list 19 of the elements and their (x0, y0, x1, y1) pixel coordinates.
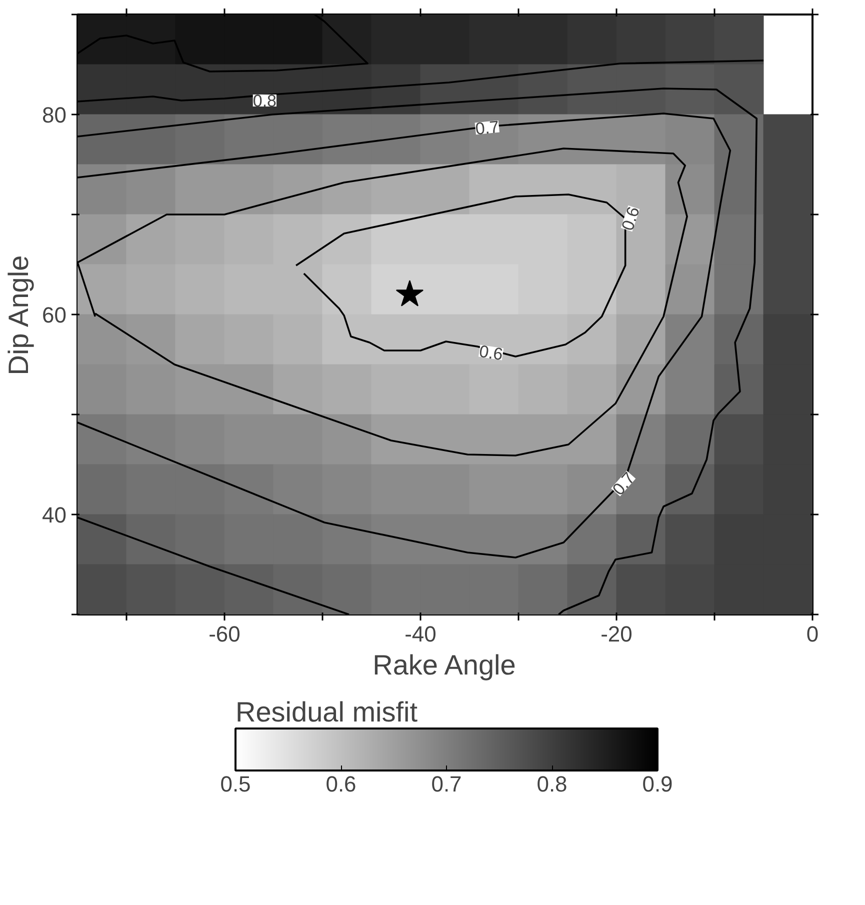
annotation: 0.6 (618, 204, 644, 233)
y-axis-title: Dip Angle (3, 255, 34, 376)
x-axis-title: Rake Angle (372, 650, 516, 680)
color-bar-label: 0.7 (431, 772, 462, 796)
annotation: 0.7 (608, 468, 639, 499)
color-bar-label: 0.6 (326, 772, 356, 796)
y-tick-label: 60 (42, 302, 67, 328)
color-bar-title: Residual misfit (236, 696, 418, 728)
color-bar-label: 0.8 (536, 772, 568, 796)
annotation: 0.6 (478, 342, 504, 364)
color-bar-label: 0.5 (220, 772, 251, 796)
x-tick-label: -40 (404, 622, 436, 646)
color-bar-label: 0.9 (642, 772, 673, 796)
y-tick-label: 40 (42, 502, 67, 528)
annotation: 0.8 (252, 92, 277, 110)
y-tick-label: 80 (42, 102, 67, 128)
x-tick-label: 0 (806, 622, 819, 646)
x-tick-label: -20 (600, 622, 632, 646)
x-tick-label: -60 (208, 622, 240, 646)
